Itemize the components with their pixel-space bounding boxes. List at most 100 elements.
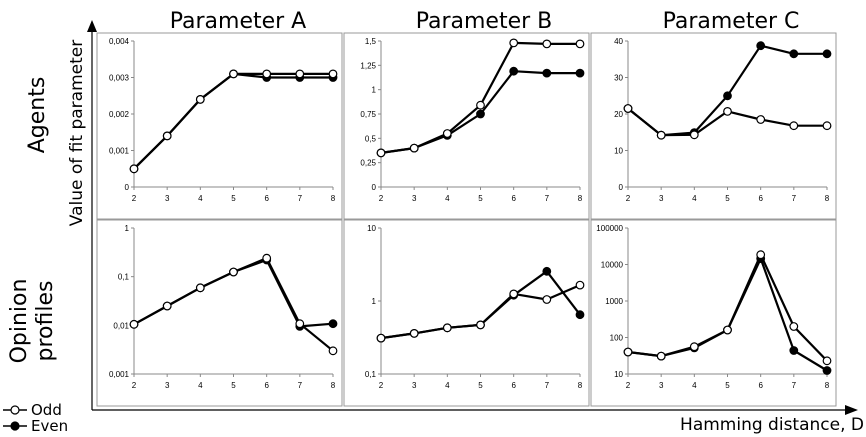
y-tick-label: 0,004 — [109, 37, 130, 46]
data-point-odd — [129, 319, 139, 329]
data-point-odd — [542, 39, 552, 49]
panel-4: 0,001 0,01 0,1 1 2 3 4 5 6 7 8 — [96, 219, 343, 407]
x-tick-label: 4 — [198, 381, 203, 390]
data-point-odd — [476, 320, 485, 330]
x-tick-label: 6 — [511, 381, 516, 390]
data-point-odd — [195, 283, 205, 293]
y-tick-label: 40 — [614, 37, 623, 46]
legend-odd-label: Odd — [31, 401, 62, 419]
data-point-even — [822, 366, 832, 375]
column-title-a: Parameter A — [170, 9, 307, 34]
y-tick-label: 0,003 — [109, 74, 130, 83]
data-point-even — [822, 49, 832, 59]
y-tick-label: 0,001 — [109, 147, 130, 156]
y-axis-title: Value of fit parameter — [67, 40, 87, 226]
x-tick-label: 7 — [545, 381, 550, 390]
row-label-profiles: profiles — [33, 281, 58, 362]
data-point-odd — [376, 333, 386, 343]
row-label-opinion: Opinion — [7, 279, 32, 364]
data-point-even — [328, 319, 338, 329]
x-tick-label: 3 — [659, 194, 664, 203]
data-point-even — [476, 109, 485, 119]
x-tick-label: 6 — [264, 381, 269, 390]
panel-2: 0 0,25 0,5 0,75 1 1,25 1,5 2 3 4 5 6 7 8 — [343, 32, 590, 220]
x-tick-label: 7 — [298, 381, 303, 390]
data-point-odd — [575, 280, 585, 290]
x-tick-label: 5 — [725, 194, 730, 203]
data-point-odd — [623, 104, 633, 113]
x-tick-label: 8 — [578, 194, 583, 203]
y-tick-label: 0 — [372, 183, 377, 192]
y-tick-label: 10 — [614, 147, 623, 156]
data-point-odd — [229, 267, 238, 277]
x-tick-label: 8 — [578, 381, 583, 390]
data-point-odd — [723, 325, 732, 335]
panel-frame — [343, 219, 590, 407]
data-point-odd — [623, 347, 633, 357]
data-point-even — [789, 49, 799, 59]
data-point-even — [789, 346, 799, 355]
data-point-odd — [162, 301, 172, 311]
x-tick-label: 3 — [165, 381, 170, 390]
x-tick-label: 4 — [445, 194, 450, 203]
panel-6: 10 100 1000 10000 100000 2 3 4 5 6 7 8 — [590, 219, 837, 407]
y-tick-label: 0 — [125, 183, 130, 192]
x-tick-label: 4 — [445, 381, 450, 390]
x-tick-label: 2 — [132, 381, 137, 390]
x-tick-label: 6 — [758, 381, 763, 390]
x-tick-label: 4 — [692, 381, 697, 390]
data-point-odd — [376, 148, 386, 158]
y-tick-label: 10 — [614, 370, 623, 379]
data-point-even — [723, 91, 732, 101]
x-tick-label: 8 — [331, 381, 336, 390]
data-point-odd — [656, 130, 666, 140]
x-tick-label: 7 — [545, 194, 550, 203]
y-tick-label: 100 — [610, 334, 624, 343]
data-point-even — [509, 66, 519, 76]
y-tick-label: 0,002 — [109, 110, 130, 119]
panel-frame — [590, 219, 837, 407]
y-tick-label: 30 — [614, 74, 623, 83]
x-tick-label: 4 — [692, 194, 697, 203]
x-tick-label: 5 — [478, 194, 483, 203]
y-axis-arrowhead — [87, 20, 97, 32]
x-axis-arrowhead — [845, 405, 858, 415]
data-point-odd — [656, 351, 666, 361]
panel-frame — [96, 32, 343, 220]
panel-frame — [343, 32, 590, 220]
row-label-agents: Agents — [25, 77, 50, 154]
x-axis-title: Hamming distance, D — [680, 415, 864, 435]
data-point-odd — [756, 115, 766, 124]
x-tick-label: 5 — [231, 381, 236, 390]
x-tick-label: 8 — [825, 194, 830, 203]
legend-even-marker — [10, 421, 20, 431]
data-point-odd — [822, 121, 832, 131]
data-point-odd — [756, 250, 766, 260]
y-tick-label: 0,1 — [118, 273, 130, 282]
y-tick-label: 0,1 — [365, 370, 377, 379]
data-point-even — [542, 266, 552, 276]
legend-even-label: Even — [31, 417, 68, 435]
x-tick-label: 2 — [132, 194, 137, 203]
y-tick-label: 1,5 — [365, 37, 377, 46]
panel-frame — [96, 219, 343, 407]
y-tick-label: 0,5 — [365, 134, 377, 143]
x-tick-label: 7 — [792, 194, 797, 203]
x-tick-label: 2 — [379, 381, 384, 390]
data-point-odd — [789, 322, 799, 331]
y-tick-label: 0,01 — [113, 321, 129, 330]
x-tick-label: 8 — [331, 194, 336, 203]
y-tick-label: 0,001 — [109, 370, 130, 379]
y-tick-label: 20 — [614, 110, 623, 119]
y-tick-label: 1000 — [605, 297, 623, 306]
y-tick-label: 0,25 — [360, 159, 376, 168]
y-tick-label: 1 — [372, 86, 377, 95]
x-tick-label: 3 — [165, 194, 170, 203]
y-tick-label: 1,25 — [360, 61, 376, 70]
data-point-odd — [723, 106, 732, 116]
x-tick-label: 6 — [758, 194, 763, 203]
data-point-odd — [689, 342, 699, 352]
y-tick-label: 0 — [619, 183, 624, 192]
data-point-odd — [295, 69, 305, 79]
